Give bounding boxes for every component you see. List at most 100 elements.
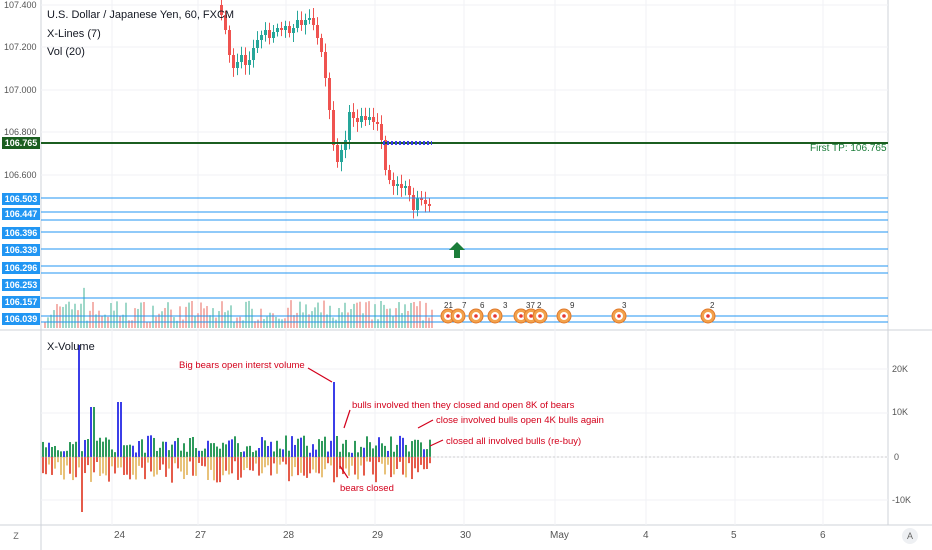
xvol-sell-bar [99, 457, 101, 476]
xvol-sell-bar [51, 457, 53, 475]
xvol-sell-bar [414, 457, 416, 469]
xvol-buy-bar [267, 445, 269, 457]
xvol-sell-bar [90, 457, 92, 482]
xvol-buy-bar [216, 446, 218, 457]
xvol-sell-bar [171, 457, 173, 483]
price-tick: 106.800 [4, 127, 37, 137]
price-tick: 106.600 [4, 170, 37, 180]
xvol-sell-bar [417, 457, 419, 473]
xvolume-tick: -10K [892, 495, 912, 505]
xvol-sell-bar [387, 457, 389, 465]
event-count: 3 [622, 301, 627, 310]
xvol-buy-bar [150, 435, 152, 457]
volume-bar [245, 301, 247, 328]
xvol-sell-bar [396, 457, 398, 469]
xvol-buy-bar [261, 437, 263, 457]
xvol-sell-bar [201, 457, 203, 466]
candle-body [348, 112, 351, 140]
candle-body [228, 30, 231, 55]
candle-body [316, 25, 319, 38]
xvol-sell-bar [57, 457, 59, 463]
xvol-buy-bar [165, 441, 167, 457]
xvol-sell-bar [111, 457, 113, 467]
indicator-volume[interactable]: Vol (20) [47, 46, 85, 58]
xvol-sell-bar [105, 457, 107, 476]
volume-bar [410, 302, 412, 328]
xvol-buy-bar [315, 449, 317, 457]
volume-bar [308, 314, 310, 328]
price-tick: 107.400 [4, 0, 37, 10]
event-flag-dot [562, 314, 566, 318]
xvol-buy-bar [360, 446, 362, 457]
xvol-sell-bar [345, 457, 347, 469]
candle-body [300, 20, 303, 25]
volume-bar [314, 307, 316, 328]
xvol-buy-bar [180, 450, 182, 457]
xvol-buy-bar [294, 444, 296, 457]
xvol-sell-bar [216, 457, 218, 483]
volume-bar [269, 312, 271, 328]
xvol-buy-bar [171, 444, 173, 457]
candle-body [252, 48, 255, 60]
xvol-buy-bar [135, 452, 137, 457]
volume-bar [212, 308, 214, 328]
volume-bar [152, 305, 154, 328]
volume-bar [89, 310, 91, 328]
xvol-buy-bar [51, 446, 53, 457]
symbol-title[interactable]: U.S. Dollar / Japanese Yen, 60, FXCM [47, 9, 235, 21]
xvol-sell-bar [54, 457, 56, 469]
date-tick: 24 [114, 530, 126, 541]
xvol-buy-bar [318, 439, 320, 457]
auto-scale-button[interactable]: A [902, 528, 918, 544]
level-price-label: 106.339 [2, 244, 40, 256]
candle-body [232, 55, 235, 68]
volume-bar [224, 312, 226, 328]
annotation-bears-closed[interactable]: bears closed [340, 483, 394, 494]
xvol-buy-bar [225, 444, 227, 457]
annotation-closed-all[interactable]: closed all involved bulls (re-buy) [446, 436, 582, 447]
candle-body [320, 38, 323, 52]
xvol-sell-bar [246, 457, 248, 468]
xvol-buy-bar [333, 382, 335, 457]
xvolume-pane-title[interactable]: X-Volume [47, 341, 95, 353]
xvol-buy-bar [42, 441, 44, 457]
xvol-buy-bar [168, 450, 170, 457]
volume-bar [380, 300, 382, 328]
event-flag-dot [617, 314, 621, 318]
candle-body [240, 55, 243, 62]
volume-bar [332, 317, 334, 328]
xvol-sell-bar [306, 457, 308, 478]
annotation-close-involved[interactable]: close involved bulls open 4K bulls again [436, 415, 604, 426]
volume-bar [179, 306, 181, 328]
xvol-buy-bar [183, 443, 185, 457]
date-tick: 28 [283, 530, 295, 541]
candle-body [408, 186, 411, 195]
xvol-sell-bar [177, 457, 179, 469]
zoom-toggle-button[interactable]: Z [13, 531, 19, 541]
volume-bar [53, 310, 55, 328]
xvol-buy-bar [228, 440, 230, 457]
volume-bar [137, 308, 139, 328]
xvol-sell-bar [186, 457, 188, 475]
candle-body [428, 204, 431, 206]
xvol-buy-bar [78, 345, 80, 457]
volume-bar [338, 308, 340, 328]
volume-bar [422, 320, 424, 328]
xvol-buy-bar [93, 407, 95, 457]
candle-body [224, 15, 227, 30]
candle-body [416, 198, 419, 210]
xvol-buy-bar [210, 443, 212, 457]
xvol-buy-bar [417, 439, 419, 457]
xvol-sell-bar [324, 457, 326, 470]
annotation-bulls-involved[interactable]: bulls involved then they closed and open… [352, 400, 575, 411]
indicator-xlines[interactable]: X-Lines (7) [47, 28, 101, 40]
annotation-big-bears[interactable]: Big bears open interst volume [179, 360, 305, 371]
tp-price-label: 106.765 [2, 137, 40, 149]
xvol-buy-bar [276, 440, 278, 457]
xvol-buy-bar [87, 439, 89, 457]
event-flag-dot [456, 314, 460, 318]
xvol-sell-bar [84, 457, 86, 474]
level-price-label: 106.503 [2, 193, 40, 205]
xvol-buy-bar [381, 443, 383, 457]
